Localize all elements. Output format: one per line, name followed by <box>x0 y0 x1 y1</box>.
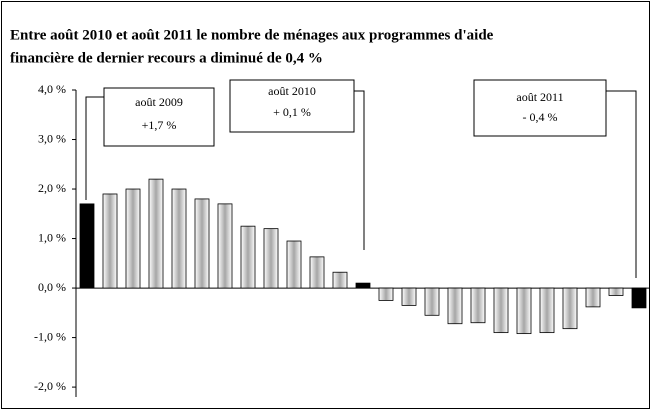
bar <box>562 287 578 330</box>
bar <box>79 203 95 289</box>
bar <box>194 198 210 289</box>
bar <box>539 287 555 334</box>
annotation-box <box>229 79 355 133</box>
bar <box>125 188 141 289</box>
bar <box>470 287 486 324</box>
bar <box>608 287 624 296</box>
y-tick-label: 2,0 % <box>38 181 66 195</box>
bar <box>309 256 325 289</box>
y-tick-label: -2,0 % <box>34 379 66 393</box>
callout-lines <box>85 90 637 278</box>
bar <box>516 287 532 335</box>
bar <box>240 225 256 289</box>
y-tick-label: -1,0 % <box>34 329 66 343</box>
annotation: août 2009 <box>135 95 183 109</box>
annotation-box <box>473 79 607 137</box>
annotation: +1,7 % <box>142 118 177 132</box>
annotation: août 2011 <box>516 90 563 104</box>
bar <box>355 282 371 289</box>
y-tick-label: 0,0 % <box>38 280 66 294</box>
chart-title: Entre août 2010 et août 2011 le nombre d… <box>10 27 494 43</box>
annotations: août 2009 +1,7 % août 2010 + 0,1 % août … <box>103 79 607 147</box>
bar <box>286 240 302 289</box>
bar <box>102 193 118 289</box>
bar <box>585 287 601 308</box>
bar <box>332 271 348 289</box>
bar <box>401 287 417 306</box>
annotation: août 2010 <box>268 84 316 98</box>
annotation: + 0,1 % <box>273 105 311 119</box>
y-tick-label: 4,0 % <box>38 82 66 96</box>
annotation: - 0,4 % <box>523 110 558 124</box>
bar <box>447 287 463 325</box>
bar <box>424 287 440 316</box>
bar <box>378 287 394 301</box>
bar <box>493 287 509 334</box>
bar <box>148 178 164 289</box>
bar <box>263 228 279 289</box>
bar <box>631 287 647 309</box>
y-tick-label: 3,0 % <box>38 131 66 145</box>
bar <box>217 203 233 289</box>
chart-title: financière de dernier recours a diminué … <box>10 50 323 66</box>
annotation-box <box>103 87 215 147</box>
bar <box>171 188 187 289</box>
y-tick-label: 1,0 % <box>38 230 66 244</box>
